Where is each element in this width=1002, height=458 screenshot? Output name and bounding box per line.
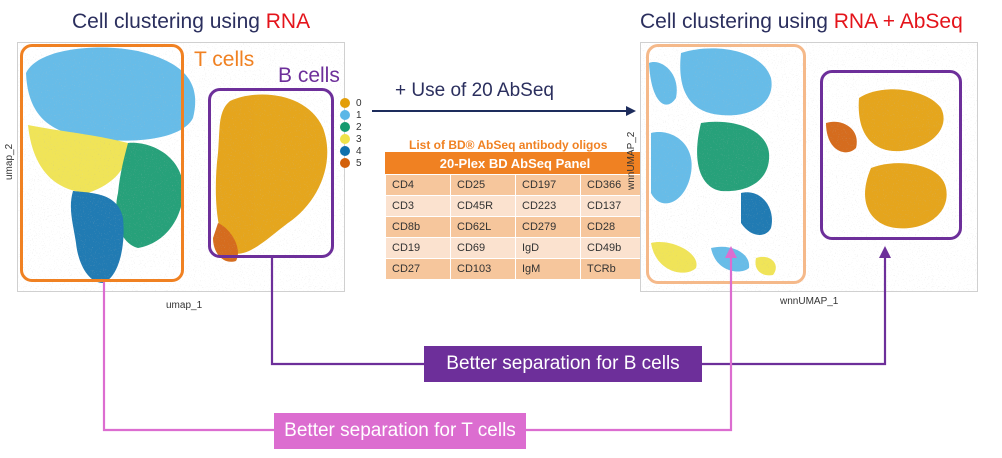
table-cell: CD27 <box>386 259 450 279</box>
legend-dot <box>340 134 350 144</box>
panel-header: 20-Plex BD AbSeq Panel <box>385 152 645 174</box>
table-cell: CD19 <box>386 238 450 258</box>
table-row: CD19 CD69 IgD CD49b <box>386 238 645 258</box>
table-cell: CD366 <box>581 175 645 195</box>
legend-dot <box>340 110 350 120</box>
b-cells-arrowhead <box>879 246 891 258</box>
table-row: CD3 CD45R CD223 CD137 <box>386 196 645 216</box>
table-cell: CD62L <box>451 217 515 237</box>
legend-item: 1 <box>340 109 362 121</box>
abseq-panel-table: 20-Plex BD AbSeq Panel CD4 CD25 CD197 CD366… <box>385 152 646 280</box>
table-cell: CD137 <box>581 196 645 216</box>
t-cells-arrowhead <box>725 246 737 258</box>
table-cell: TCRb <box>581 259 645 279</box>
table-cell: CD103 <box>451 259 515 279</box>
b-separation-box: Better separation for B cells <box>424 346 702 382</box>
table-cell: CD197 <box>516 175 580 195</box>
legend-dot <box>340 122 350 132</box>
table-cell: CD28 <box>581 217 645 237</box>
legend-dot <box>340 98 350 108</box>
left-title: Cell clustering using RNA <box>72 10 311 33</box>
table-cell: CD49b <box>581 238 645 258</box>
right-b-cells-box <box>820 70 962 240</box>
table-row: CD27 CD103 IgM TCRb <box>386 259 645 279</box>
cluster-legend: 0 1 2 3 4 5 <box>340 97 362 169</box>
t-cells-label: T cells <box>194 48 255 71</box>
table-cell: CD8b <box>386 217 450 237</box>
table-cell: IgM <box>516 259 580 279</box>
table-row: CD8b CD62L CD279 CD28 <box>386 217 645 237</box>
table-cell: CD3 <box>386 196 450 216</box>
legend-item: 2 <box>340 121 362 133</box>
right-t-cells-box <box>646 44 806 284</box>
b-cells-box <box>208 88 334 258</box>
legend-item: 5 <box>340 157 362 169</box>
right-x-axis-label: wnnUMAP_1 <box>780 296 839 307</box>
t-cells-box <box>20 44 184 282</box>
legend-item: 3 <box>340 133 362 145</box>
abseq-arrow-label: + Use of 20 AbSeq <box>395 80 554 101</box>
table-row: CD4 CD25 CD197 CD366 <box>386 175 645 195</box>
t-cells-connector <box>102 258 733 432</box>
legend-dot <box>340 158 350 168</box>
table-cell: IgD <box>516 238 580 258</box>
abseq-arrow <box>372 106 636 116</box>
panel-grid: CD4 CD25 CD197 CD366 CD3 CD45R CD223 CD137 CD8… <box>385 174 646 280</box>
table-cell: CD4 <box>386 175 450 195</box>
table-cell: CD279 <box>516 217 580 237</box>
t-separation-box: Better separation for T cells <box>274 413 526 449</box>
b-cells-label: B cells <box>278 64 340 87</box>
left-x-axis-label: umap_1 <box>166 300 203 311</box>
right-title: Cell clustering using RNA + AbSeq <box>640 10 963 33</box>
table-cell: CD45R <box>451 196 515 216</box>
legend-item: 0 <box>340 97 362 109</box>
table-cell: CD25 <box>451 175 515 195</box>
table-cell: CD223 <box>516 196 580 216</box>
table-cell: CD69 <box>451 238 515 258</box>
legend-item: 4 <box>340 145 362 157</box>
legend-dot <box>340 146 350 156</box>
abseq-list-title: List of BD® AbSeq antibody oligos <box>409 138 608 152</box>
